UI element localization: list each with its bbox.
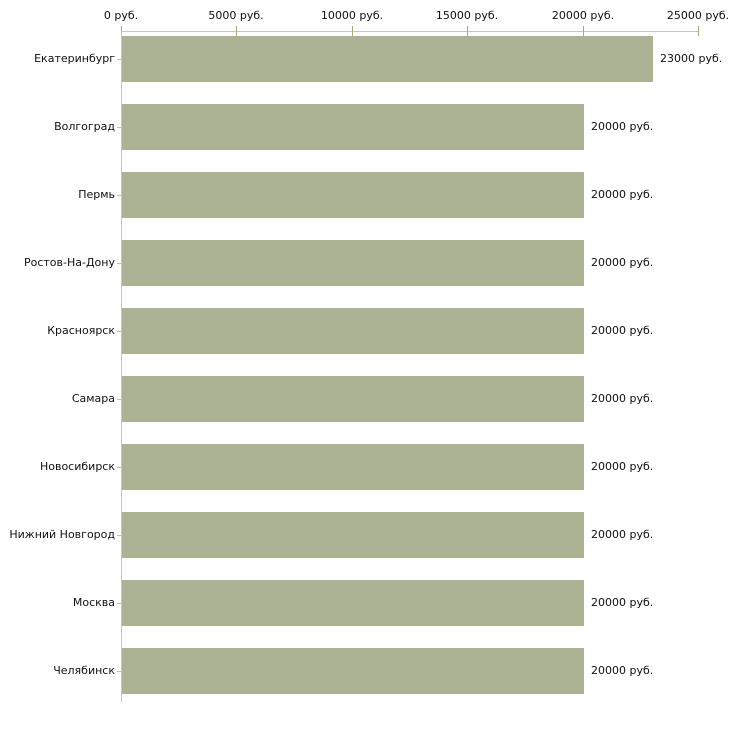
bar xyxy=(122,172,584,218)
x-axis-tick-label: 10000 руб. xyxy=(320,9,384,22)
value-label: 20000 руб. xyxy=(591,188,654,201)
bar xyxy=(122,308,584,354)
bar xyxy=(122,512,584,558)
bar xyxy=(122,580,584,626)
category-tick xyxy=(117,603,121,604)
category-label: Волгоград xyxy=(54,120,115,133)
x-axis-tick-label: 20000 руб. xyxy=(551,9,615,22)
category-label: Самара xyxy=(71,392,115,405)
x-axis-tick-label: 25000 руб. xyxy=(666,9,730,22)
x-axis-tick-label: 15000 руб. xyxy=(435,9,499,22)
x-axis-tick-label: 0 руб. xyxy=(103,9,139,22)
category-tick xyxy=(117,195,121,196)
x-axis-tick xyxy=(583,26,584,36)
bar xyxy=(122,648,584,694)
category-tick xyxy=(117,331,121,332)
category-tick xyxy=(117,127,121,128)
x-axis-tick xyxy=(352,26,353,36)
x-axis-tick-label: 5000 руб. xyxy=(208,9,264,22)
value-label: 20000 руб. xyxy=(591,256,654,269)
x-axis-tick xyxy=(236,26,237,36)
category-tick xyxy=(117,263,121,264)
category-label: Новосибирск xyxy=(39,460,115,473)
value-label: 20000 руб. xyxy=(591,596,654,609)
value-label: 20000 руб. xyxy=(591,120,654,133)
category-label: Челябинск xyxy=(53,664,115,677)
bar xyxy=(122,444,584,490)
x-axis-line xyxy=(121,31,699,32)
bar xyxy=(122,240,584,286)
category-tick xyxy=(117,399,121,400)
x-axis-tick xyxy=(467,26,468,36)
category-tick xyxy=(117,59,121,60)
category-label: Москва xyxy=(72,596,115,609)
bar xyxy=(122,104,584,150)
category-label: Ростов-На-Дону xyxy=(23,256,115,269)
value-label: 20000 руб. xyxy=(591,324,654,337)
value-label: 23000 руб. xyxy=(660,52,723,65)
bar xyxy=(122,376,584,422)
category-label: Екатеринбург xyxy=(34,52,115,65)
category-label: Красноярск xyxy=(47,324,115,337)
value-label: 20000 руб. xyxy=(591,664,654,677)
category-label: Пермь xyxy=(78,188,115,201)
category-tick xyxy=(117,535,121,536)
value-label: 20000 руб. xyxy=(591,460,654,473)
value-label: 20000 руб. xyxy=(591,528,654,541)
value-label: 20000 руб. xyxy=(591,392,654,405)
y-axis-line xyxy=(121,31,122,702)
category-tick xyxy=(117,671,121,672)
category-tick xyxy=(117,467,121,468)
x-axis-tick xyxy=(698,26,699,36)
category-label: Нижний Новгород xyxy=(9,528,115,541)
bar xyxy=(122,36,653,82)
